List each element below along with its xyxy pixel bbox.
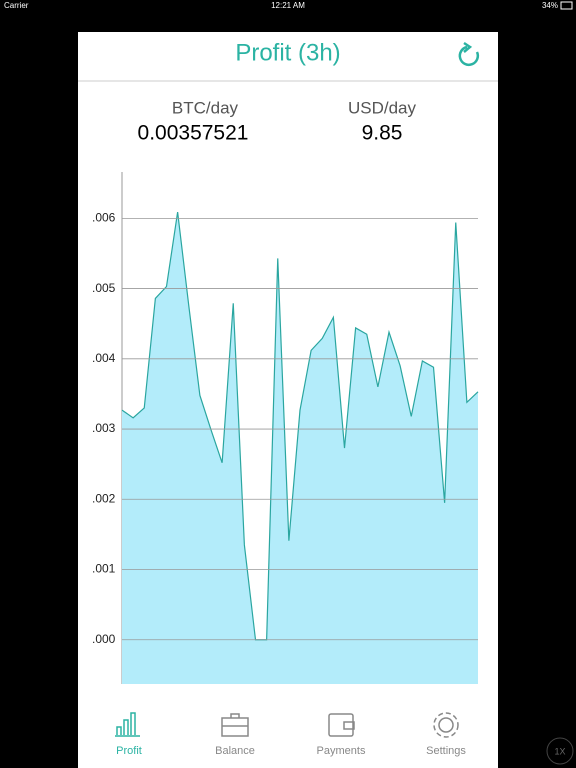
tab-label[interactable]: Settings — [426, 745, 466, 757]
stat-label: USD/day — [348, 98, 417, 117]
y-tick-label: .005 — [92, 281, 116, 295]
clock: 12:21 AM — [271, 1, 305, 10]
tab-label[interactable]: Payments — [317, 745, 366, 757]
carrier: Carrier — [4, 1, 29, 10]
zoom-label: 1X — [554, 746, 565, 756]
tab-icons — [115, 712, 459, 738]
y-tick-label: .000 — [92, 632, 116, 646]
tab-label[interactable]: Balance — [215, 745, 255, 757]
battery-level: 34% — [542, 1, 558, 10]
stat-label: BTC/day — [172, 98, 239, 117]
stat-value: 0.00357521 — [138, 122, 249, 145]
page-title: Profit (3h) — [235, 39, 340, 66]
zoom-badge[interactable] — [546, 737, 574, 765]
y-tick-label: .006 — [92, 211, 116, 225]
tab-label[interactable]: Profit — [116, 745, 142, 757]
area-fill — [122, 212, 478, 684]
refresh-button[interactable] — [458, 41, 480, 67]
y-tick-label: .003 — [92, 421, 116, 435]
y-tick-label: .004 — [92, 351, 116, 365]
battery-icon — [560, 1, 573, 10]
y-tick-label: .001 — [92, 562, 116, 576]
area-line — [121, 211, 479, 641]
y-tick-label: .002 — [92, 491, 116, 505]
tab-bar: Profit Balance Payments Settings — [116, 745, 466, 757]
stat-value: 9.85 — [362, 122, 403, 145]
